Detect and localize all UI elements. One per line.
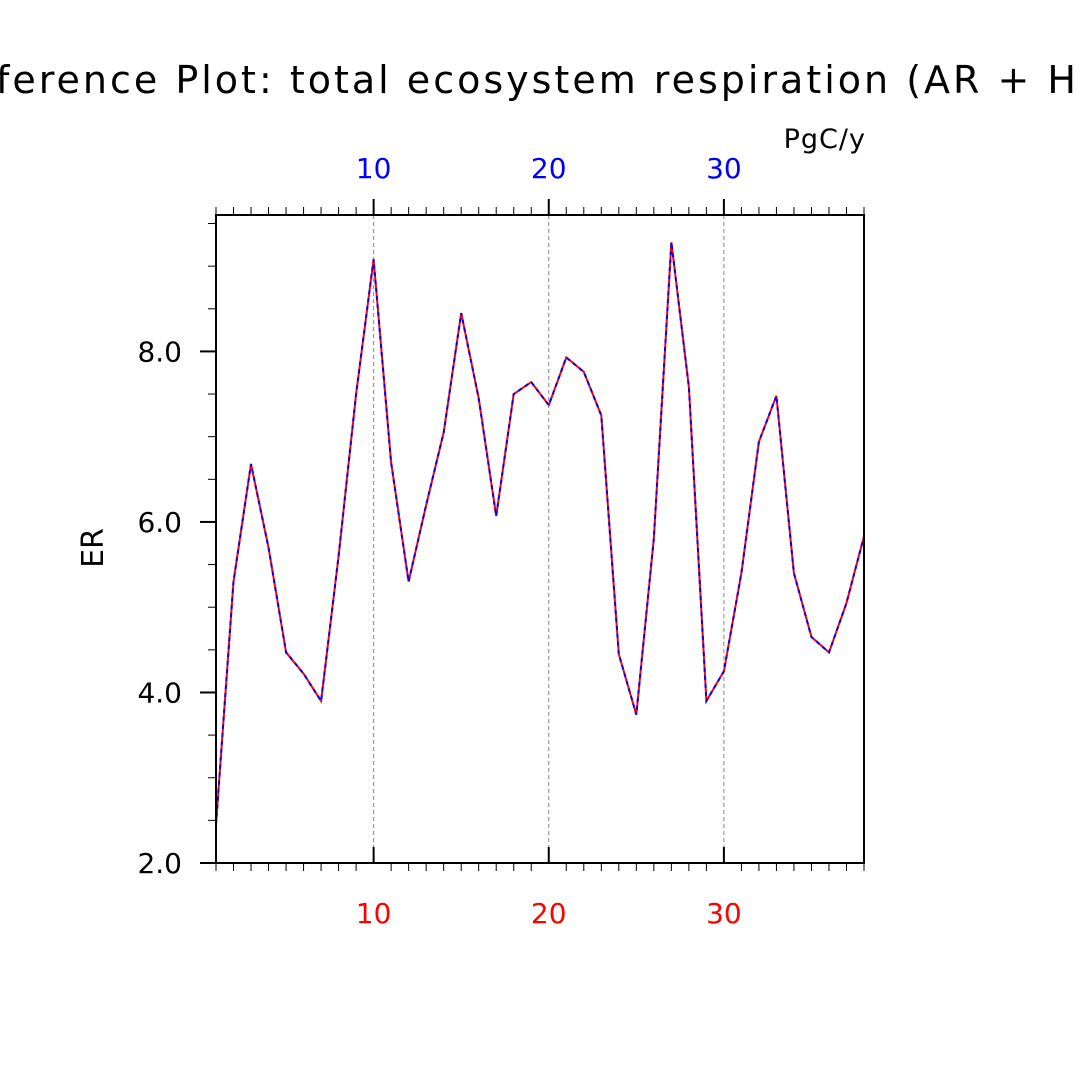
tick-labels: 10 10 20 20 30 30 2.0 4.0 6.0 8.0 <box>137 152 741 930</box>
axis-ticks <box>200 199 865 871</box>
x-tick-label-bottom: 20 <box>531 897 567 930</box>
series-line-1 <box>215 242 865 825</box>
y-tick-label: 8.0 <box>137 335 182 368</box>
x-tick-label-bottom: 30 <box>706 897 742 930</box>
units-label: PgC/y <box>784 124 866 155</box>
x-tick-label-top: 10 <box>356 152 392 185</box>
series-line-2 <box>215 242 865 825</box>
x-tick-label-top: 30 <box>706 152 742 185</box>
series-lines <box>215 242 865 825</box>
y-axis-label: ER <box>76 528 111 568</box>
plot-frame <box>215 214 865 864</box>
y-tick-label: 6.0 <box>137 506 182 539</box>
x-tick-label-bottom: 10 <box>356 897 392 930</box>
chart-title: Difference Plot: total ecosystem respira… <box>0 58 1080 102</box>
x-tick-label-top: 20 <box>531 152 567 185</box>
grid-lines <box>373 215 725 863</box>
y-tick-label: 2.0 <box>137 847 182 880</box>
y-tick-label: 4.0 <box>137 676 182 709</box>
